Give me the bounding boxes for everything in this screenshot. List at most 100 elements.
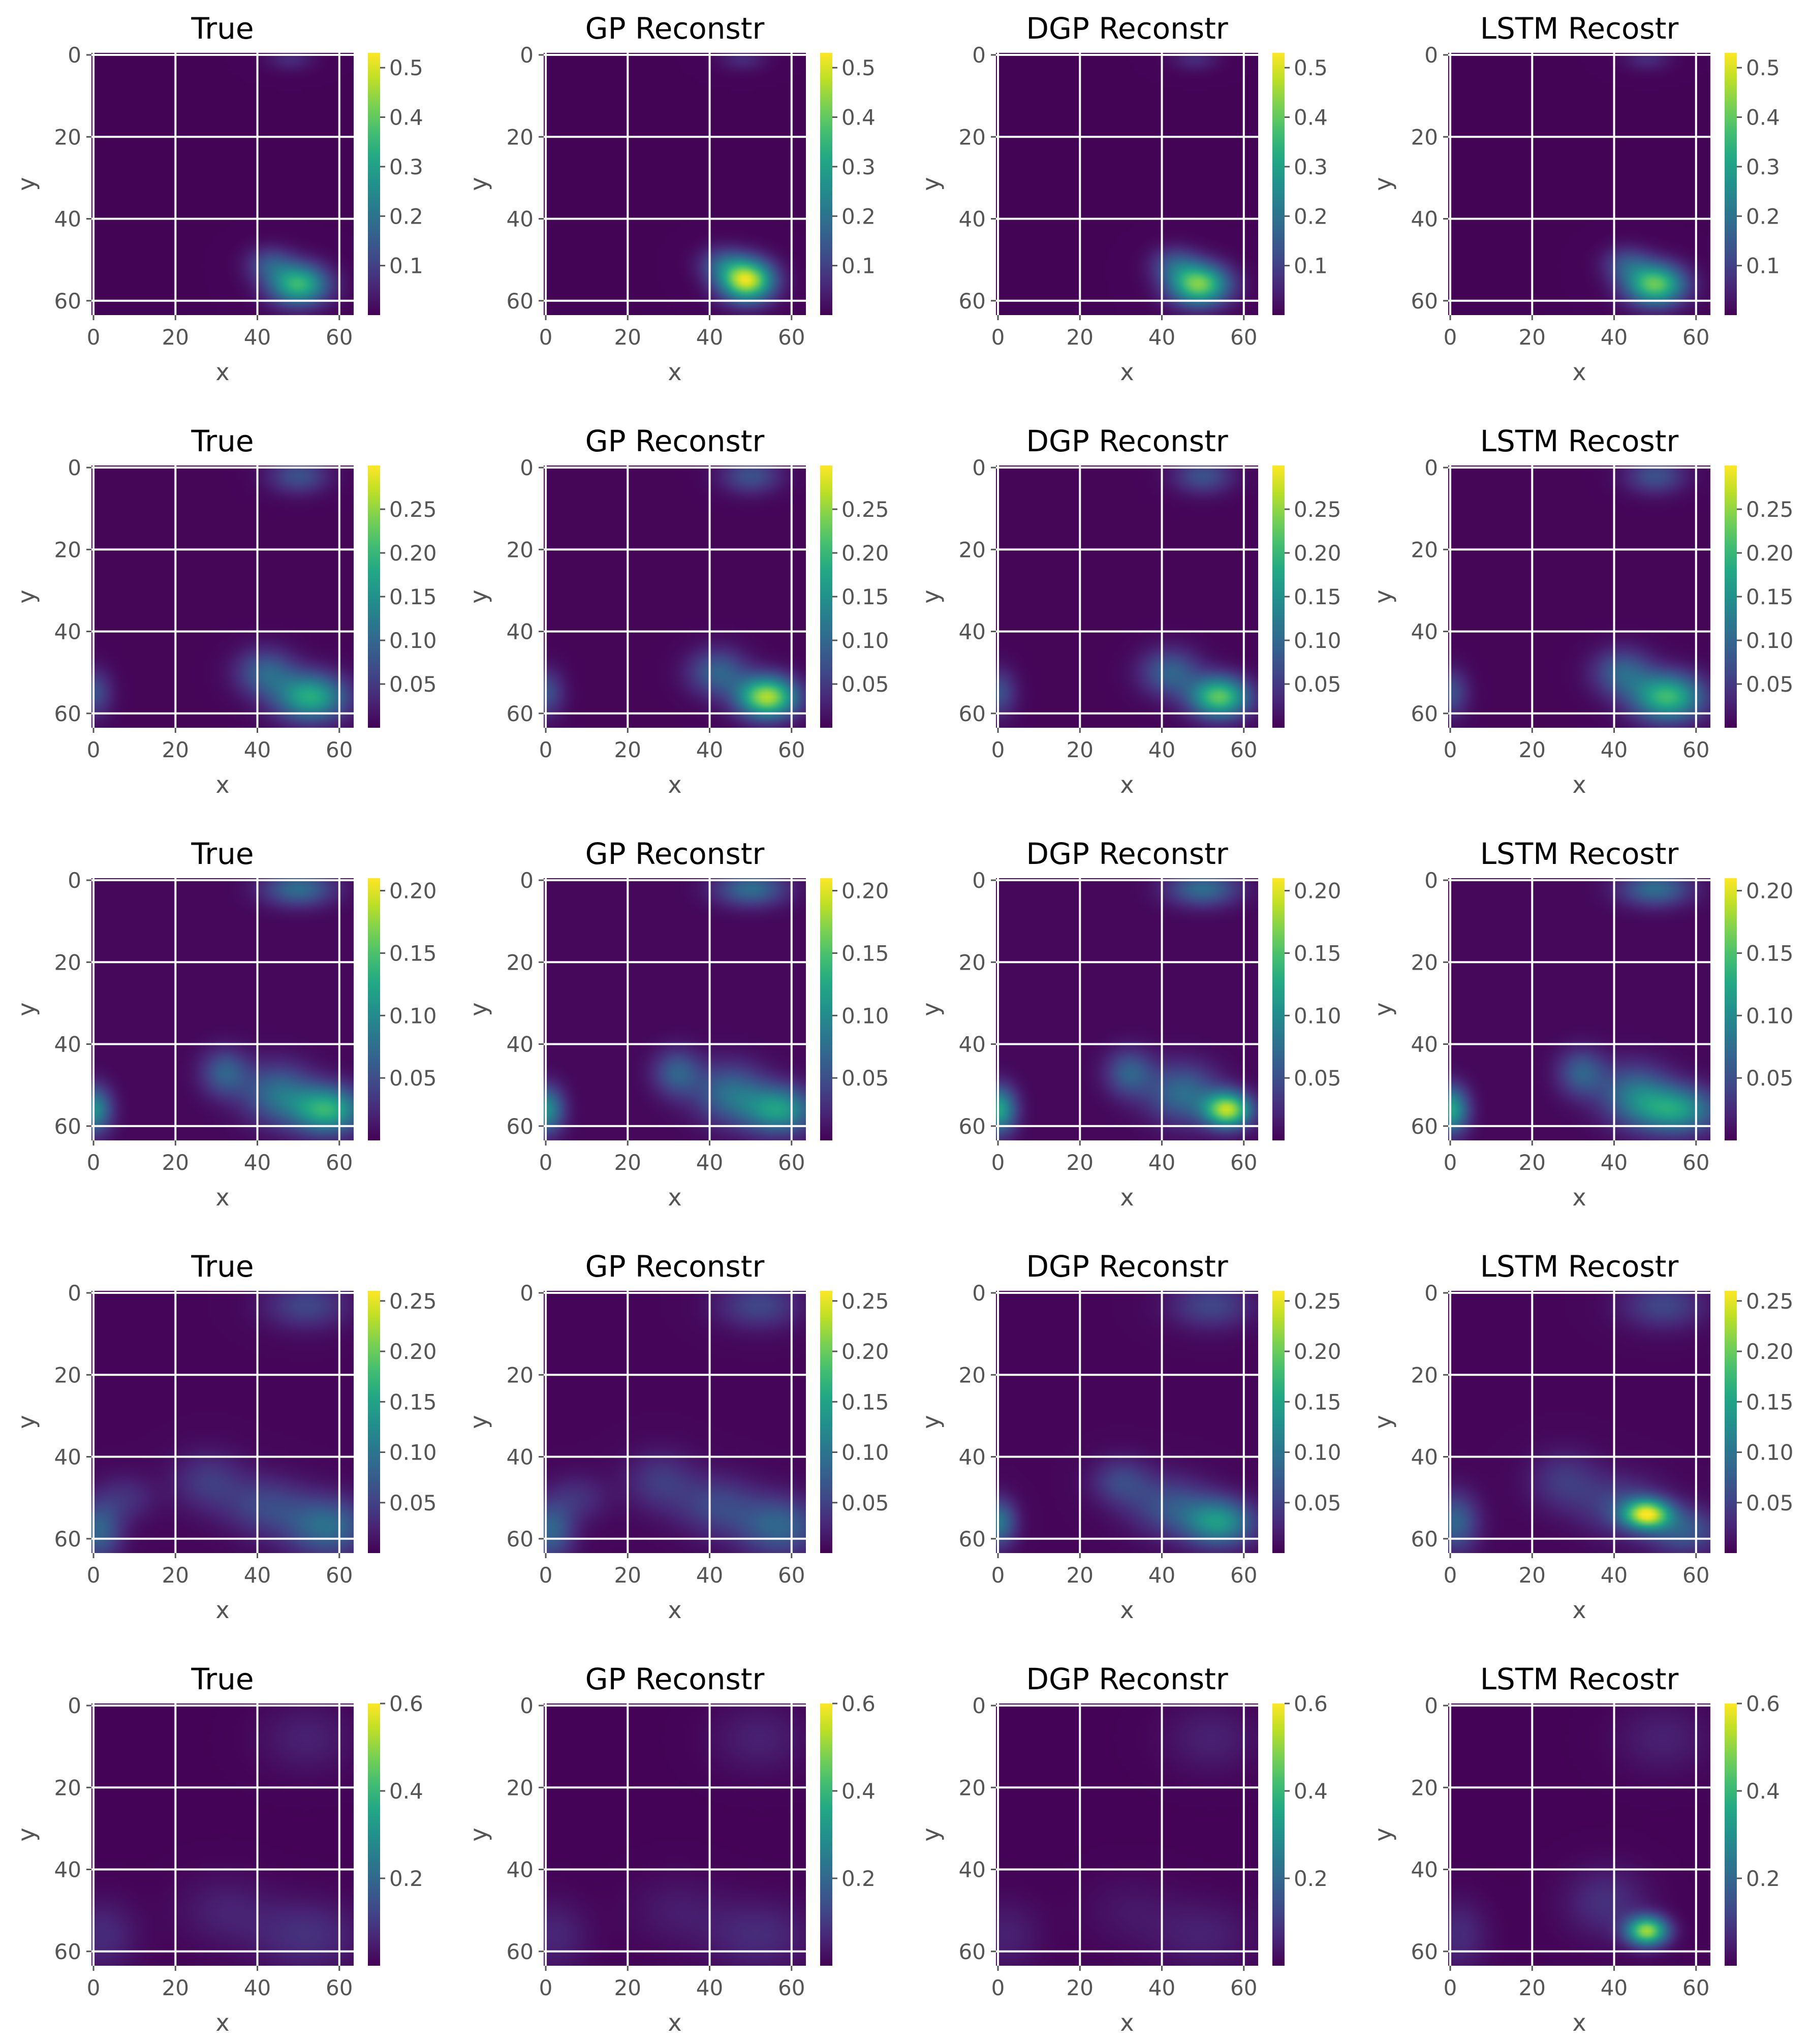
colorbar bbox=[820, 1704, 832, 1966]
panel-title: LSTM Recostr bbox=[1480, 424, 1679, 458]
y-tick-label: 60 bbox=[959, 1527, 986, 1552]
y-tick-label: 20 bbox=[507, 125, 534, 149]
colorbar bbox=[368, 53, 380, 315]
x-tick-label: 40 bbox=[696, 325, 723, 350]
y-tick-label: 20 bbox=[507, 537, 534, 562]
colorbar-tick-label: 0.15 bbox=[841, 941, 889, 966]
y-tick-label: 40 bbox=[54, 1032, 81, 1057]
x-axis-label: x bbox=[668, 1184, 681, 1211]
x-tick-label: 0 bbox=[87, 1150, 101, 1175]
x-tick-label: 20 bbox=[614, 737, 641, 762]
colorbar-tick-label: 0.10 bbox=[389, 628, 437, 653]
colorbar-tick-label: 0.10 bbox=[841, 628, 889, 653]
x-tick-label: 40 bbox=[244, 1563, 271, 1588]
y-tick-label: 0 bbox=[68, 868, 81, 893]
x-tick-label: 60 bbox=[326, 1150, 353, 1175]
heatmap-image bbox=[91, 1291, 354, 1553]
y-tick-label: 60 bbox=[1411, 289, 1438, 314]
colorbar-tick-label: 0.4 bbox=[1294, 105, 1328, 130]
y-tick-label: 0 bbox=[68, 1693, 81, 1718]
x-tick-label: 0 bbox=[539, 1563, 553, 1588]
y-tick-label: 20 bbox=[959, 950, 986, 975]
y-tick-label: 20 bbox=[54, 537, 81, 562]
y-tick-label: 20 bbox=[54, 1775, 81, 1800]
colorbar-tick-label: 0.15 bbox=[389, 584, 437, 609]
x-tick-label: 0 bbox=[1444, 1975, 1457, 2000]
x-axis-label: x bbox=[1572, 2009, 1586, 2036]
x-tick-label: 0 bbox=[1444, 325, 1457, 350]
x-tick-label: 20 bbox=[614, 1563, 641, 1588]
colorbar-tick-label: 0.20 bbox=[1746, 879, 1794, 904]
y-tick-label: 0 bbox=[520, 1693, 534, 1718]
colorbar-tick-label: 0.05 bbox=[389, 1491, 437, 1515]
colorbar-tick-label: 0.05 bbox=[389, 1066, 437, 1091]
y-tick-label: 40 bbox=[959, 1445, 986, 1470]
panel-title: True bbox=[191, 424, 254, 458]
colorbar-tick-label: 0.4 bbox=[841, 1779, 876, 1804]
colorbar-tick-label: 0.15 bbox=[1294, 1389, 1341, 1414]
x-tick-label: 20 bbox=[1067, 737, 1094, 762]
x-tick-label: 0 bbox=[991, 1150, 1005, 1175]
panel-title: GP Reconstr bbox=[585, 424, 765, 458]
x-tick-label: 20 bbox=[1519, 325, 1546, 350]
colorbar-tick-label: 0.4 bbox=[841, 105, 876, 130]
colorbar-tick-label: 0.25 bbox=[389, 497, 437, 522]
y-tick-label: 0 bbox=[68, 455, 81, 480]
panel-title: True bbox=[191, 1249, 254, 1284]
heatmap-image bbox=[996, 53, 1258, 315]
panel-title: True bbox=[191, 837, 254, 871]
x-tick-label: 40 bbox=[1148, 1975, 1175, 2000]
x-tick-label: 60 bbox=[778, 737, 805, 762]
heatmap-image bbox=[996, 1291, 1258, 1553]
y-tick-label: 60 bbox=[54, 1114, 81, 1139]
y-axis-label: y bbox=[1369, 1002, 1397, 1016]
x-tick-label: 40 bbox=[1148, 325, 1175, 350]
x-axis-label: x bbox=[1572, 771, 1586, 798]
colorbar bbox=[1272, 1291, 1285, 1553]
y-tick-label: 40 bbox=[54, 1857, 81, 1882]
x-tick-label: 20 bbox=[1519, 1975, 1546, 2000]
colorbar-tick-label: 0.20 bbox=[389, 879, 437, 904]
x-axis-label: x bbox=[1120, 771, 1134, 798]
panel-title: GP Reconstr bbox=[585, 1662, 765, 1696]
y-tick-label: 60 bbox=[54, 1527, 81, 1552]
y-tick-label: 60 bbox=[54, 701, 81, 726]
colorbar-tick-label: 0.4 bbox=[1294, 1779, 1328, 1804]
y-axis-label: y bbox=[465, 1828, 492, 1841]
x-tick-label: 20 bbox=[1519, 1150, 1546, 1175]
y-tick-label: 20 bbox=[1411, 950, 1438, 975]
colorbar-tick-label: 0.15 bbox=[841, 1389, 889, 1414]
heatmap-image bbox=[1448, 878, 1710, 1140]
x-axis-label: x bbox=[668, 771, 681, 798]
y-axis-label: y bbox=[465, 1002, 492, 1016]
x-tick-label: 20 bbox=[162, 1150, 189, 1175]
colorbar-tick-label: 0.20 bbox=[841, 541, 889, 566]
x-tick-label: 20 bbox=[162, 325, 189, 350]
x-tick-label: 40 bbox=[696, 1975, 723, 2000]
x-tick-label: 0 bbox=[1444, 737, 1457, 762]
y-tick-label: 0 bbox=[520, 868, 534, 893]
x-axis-label: x bbox=[668, 358, 681, 386]
colorbar bbox=[1272, 878, 1285, 1140]
panel-title: DGP Reconstr bbox=[1026, 1662, 1228, 1696]
colorbar-tick-label: 0.05 bbox=[1294, 1491, 1341, 1515]
colorbar-tick-label: 0.6 bbox=[841, 1691, 876, 1716]
colorbar-tick-label: 0.15 bbox=[389, 1389, 437, 1414]
y-tick-label: 0 bbox=[1424, 868, 1438, 893]
colorbar-tick-label: 0.1 bbox=[1294, 254, 1328, 278]
y-axis-label: y bbox=[1369, 1828, 1397, 1841]
colorbar-tick-label: 0.10 bbox=[1746, 1003, 1794, 1028]
colorbar-tick-label: 0.10 bbox=[841, 1003, 889, 1028]
x-tick-label: 60 bbox=[1230, 1563, 1257, 1588]
y-tick-label: 40 bbox=[1411, 1445, 1438, 1470]
x-tick-label: 0 bbox=[991, 737, 1005, 762]
panel-title: LSTM Recostr bbox=[1480, 1662, 1679, 1696]
colorbar-tick-label: 0.5 bbox=[841, 55, 876, 80]
x-tick-label: 40 bbox=[244, 737, 271, 762]
heatmap-image bbox=[544, 53, 806, 315]
